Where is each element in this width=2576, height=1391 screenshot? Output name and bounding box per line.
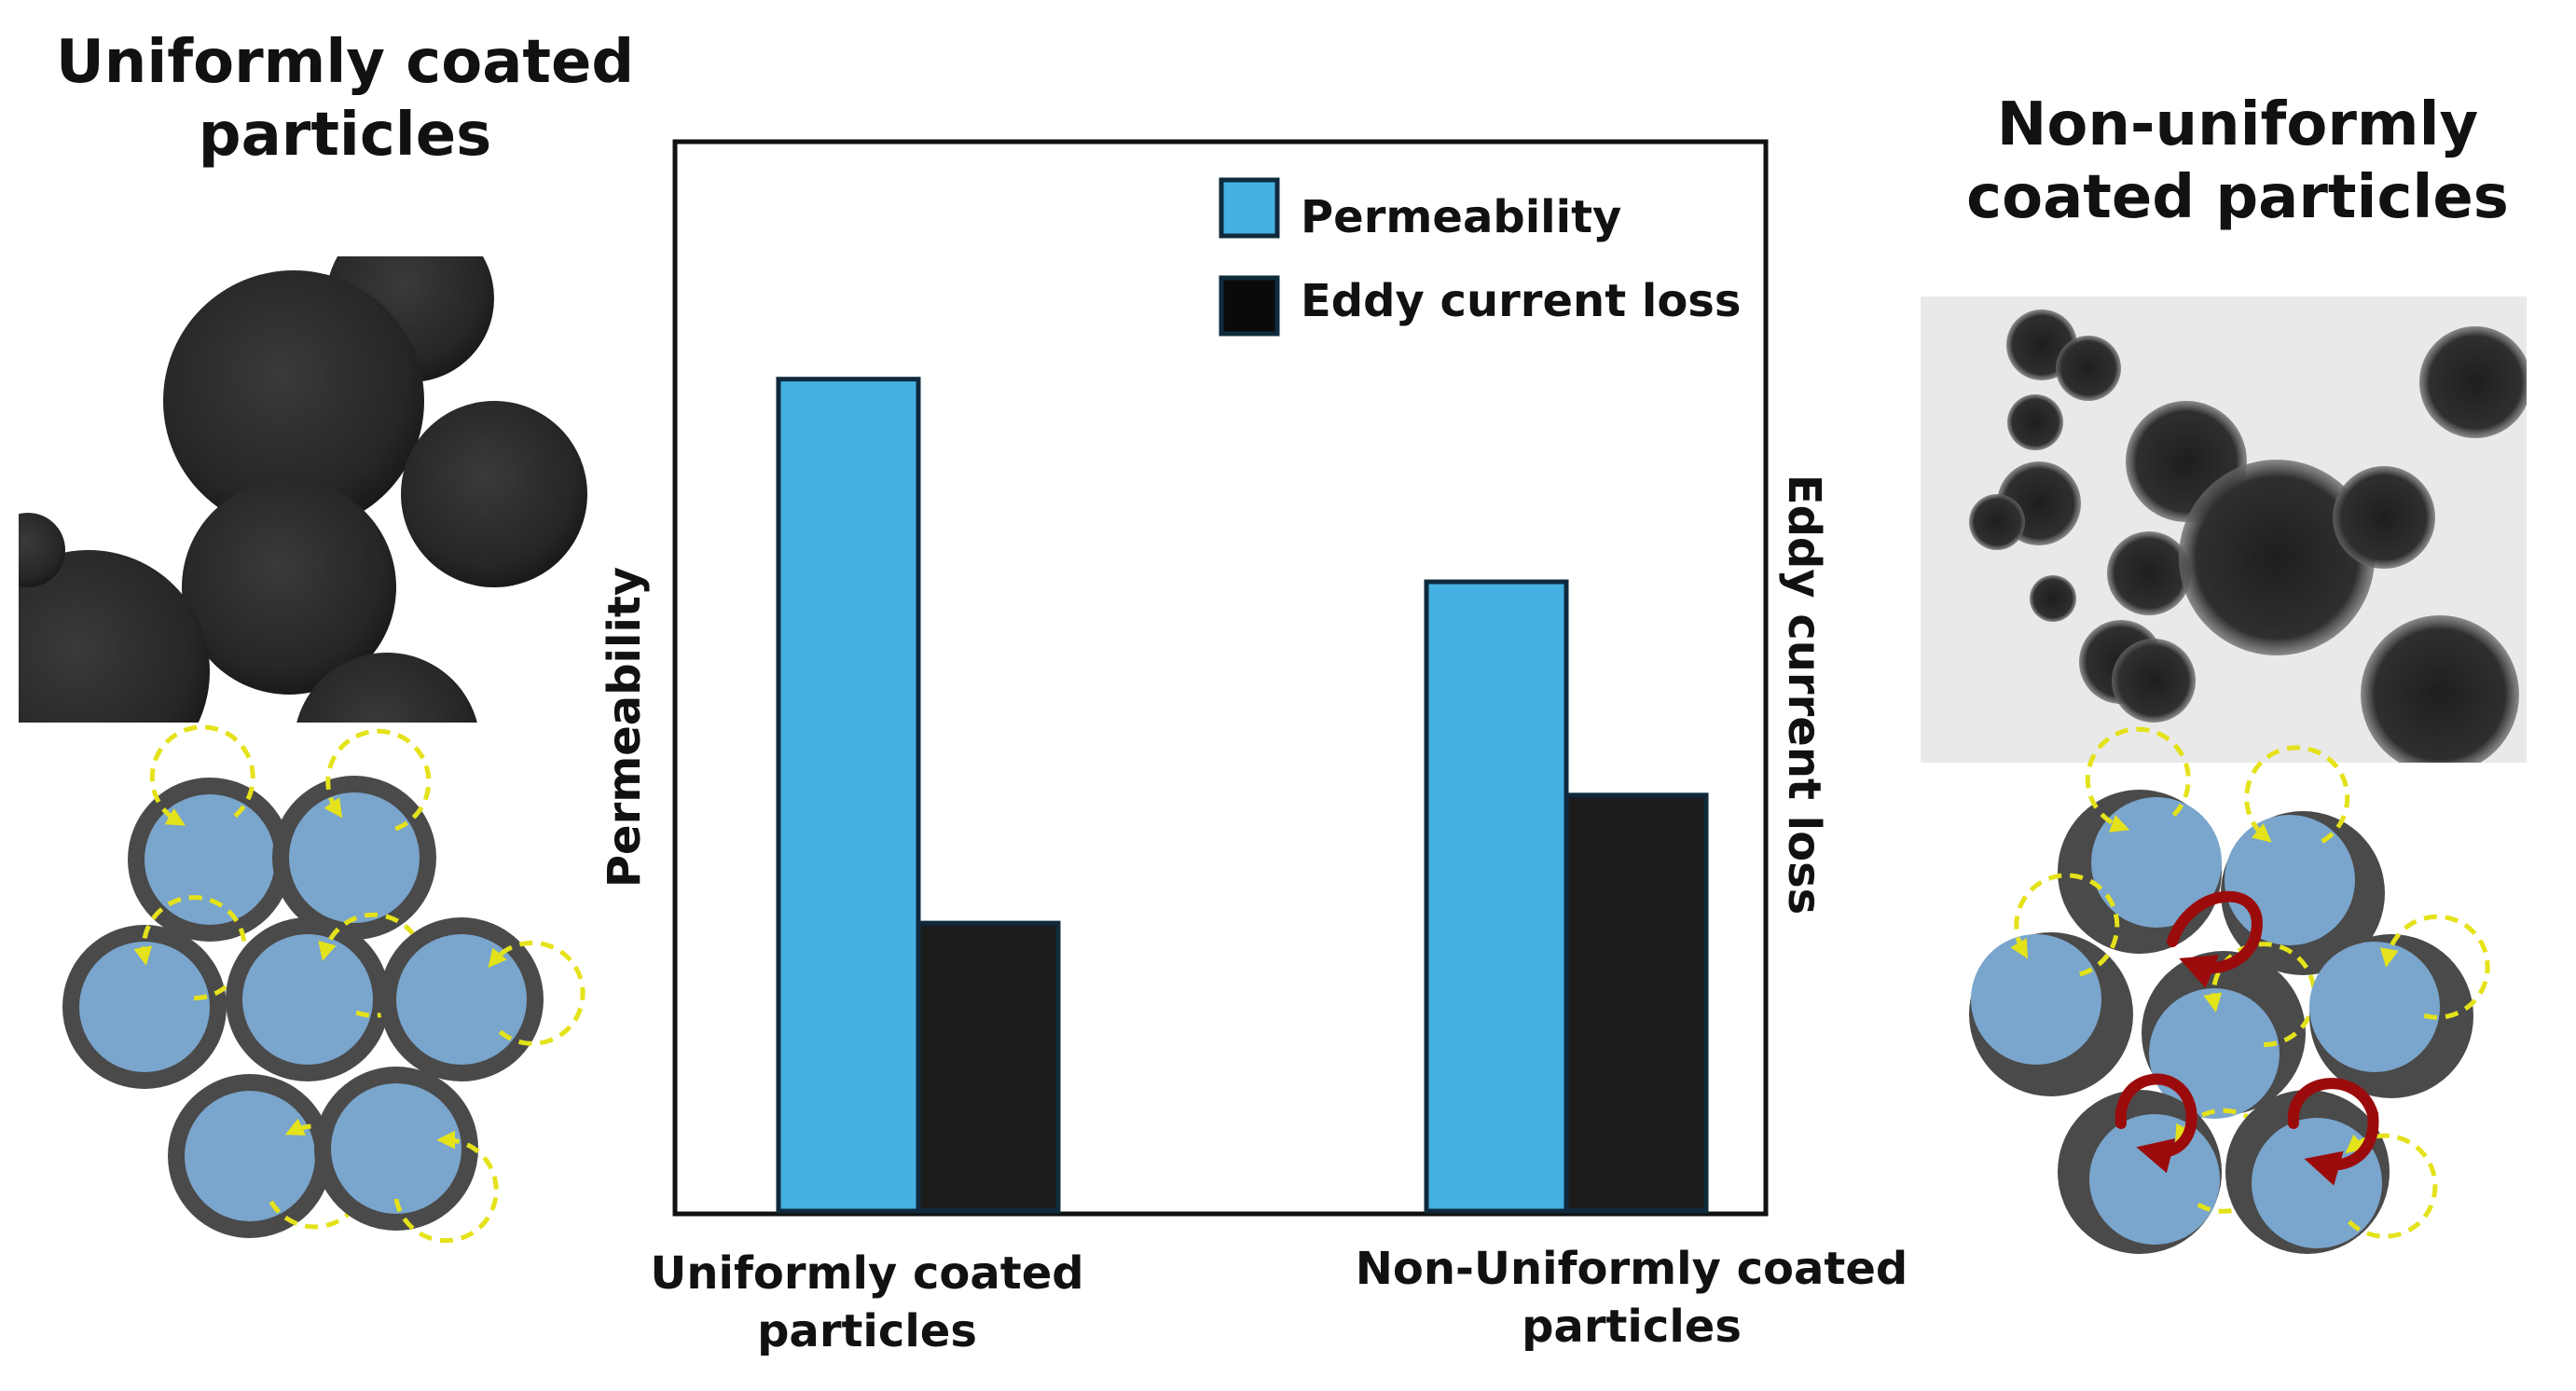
particle-core	[2225, 815, 2355, 945]
chart-frame	[672, 139, 1769, 1217]
bar-permeability-uniform	[776, 377, 921, 1214]
particle-core	[331, 1083, 461, 1214]
particle-core	[2089, 1114, 2220, 1245]
particle-core	[79, 942, 210, 1072]
uniform-particle-schematic	[62, 724, 585, 1244]
eddy-current-arrow-icon	[2167, 890, 2263, 988]
left-panel-title: Uniformly coated particles	[55, 28, 635, 171]
bar-permeability-nonuniform	[1424, 579, 1569, 1214]
domain-arrow-icon	[2379, 914, 2490, 1020]
left-micrograph	[19, 256, 587, 723]
nonuniform-particle-schematic	[1969, 726, 2490, 1254]
particle-core	[396, 934, 527, 1065]
domain-arrow-icon	[2345, 1133, 2438, 1239]
y-axis-label-left: Permeability	[599, 566, 651, 888]
particle-core	[2309, 942, 2440, 1072]
domain-arrow-icon	[2085, 726, 2191, 833]
domain-arrow-icon	[393, 1130, 499, 1244]
legend-swatch-permeability	[1219, 177, 1280, 239]
eddy-current-arrow-icon	[2115, 1073, 2197, 1174]
particle-core	[145, 794, 275, 925]
category-label-uniform: Uniformly coated particles	[650, 1247, 1084, 1358]
domain-arrow-icon	[149, 724, 255, 826]
legend-label-permeability: Permeability	[1301, 191, 1622, 243]
category-label-nonuniform: Non-Uniformly coated particles	[1355, 1243, 1908, 1354]
bar-eddy-current-loss-nonuniform	[1564, 792, 1709, 1214]
y-axis-label-right: Eddy current loss	[1778, 474, 1830, 916]
legend-swatch-eddy-current-loss	[1219, 275, 1280, 337]
eddy-current-arrow-icon	[2287, 1078, 2379, 1186]
particle-core	[289, 792, 420, 923]
domain-arrow-icon	[2244, 745, 2350, 844]
particle-core	[2252, 1118, 2382, 1248]
domain-arrow-icon	[488, 940, 585, 1046]
particle-core	[1971, 934, 2101, 1065]
bar-group	[776, 377, 1709, 1214]
right-micrograph	[1921, 296, 2527, 763]
particle-core	[185, 1091, 315, 1221]
domain-arrow-icon	[318, 912, 427, 1018]
bar-eddy-current-loss-uniform	[916, 920, 1061, 1214]
particle-core	[242, 934, 373, 1065]
right-panel-title: Non-uniformly coated particles	[1966, 90, 2509, 233]
legend-label-eddy-current-loss: Eddy current loss	[1301, 275, 1742, 327]
